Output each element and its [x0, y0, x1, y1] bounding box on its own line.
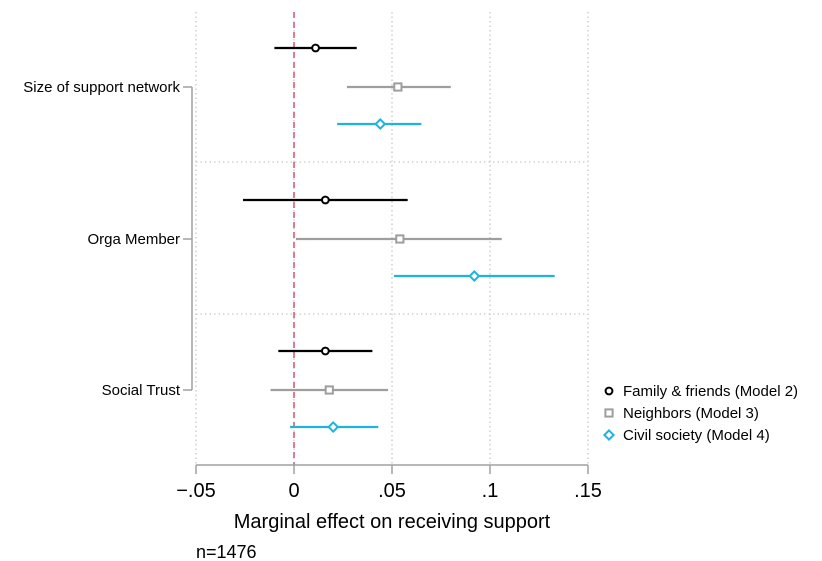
point-estimate — [320, 195, 330, 205]
point-estimate — [327, 420, 340, 434]
sample-size-note: n=1476 — [196, 542, 257, 561]
series-group — [290, 117, 555, 434]
point-estimate — [393, 82, 403, 92]
x-tick-label: .05 — [378, 480, 406, 502]
x-tick-label: .15 — [574, 480, 602, 502]
point-estimate — [320, 346, 330, 356]
x-tick-label: −.05 — [176, 480, 215, 502]
legend-marker — [604, 408, 614, 418]
legend-label: Family & friends (Model 2) — [623, 383, 798, 400]
x-axis-title: Marginal effect on receiving support — [234, 511, 551, 533]
category-label: Size of support network — [23, 79, 180, 96]
series-group — [243, 43, 408, 356]
legend-marker — [604, 386, 614, 396]
legend-label: Civil society (Model 4) — [623, 427, 770, 444]
point-estimate — [311, 43, 320, 53]
series-layer — [243, 43, 555, 434]
legend: Family & friends (Model 2) Neighbors (Mod… — [602, 383, 798, 444]
point-estimate — [374, 117, 387, 131]
legend-label: Neighbors (Model 3) — [623, 405, 759, 422]
x-tick-label: 0 — [288, 480, 299, 502]
point-estimate — [324, 385, 334, 395]
category-label: Social Trust — [102, 382, 181, 399]
x-tick-label: .1 — [482, 480, 499, 502]
axis-layer: −.05 0 .05 .1 .15 Size of support network Orga… — [23, 79, 602, 502]
legend-marker — [602, 428, 616, 442]
point-estimate — [468, 269, 481, 283]
point-estimate — [395, 234, 405, 244]
category-label: Orga Member — [87, 231, 180, 248]
series-group — [270, 82, 502, 395]
